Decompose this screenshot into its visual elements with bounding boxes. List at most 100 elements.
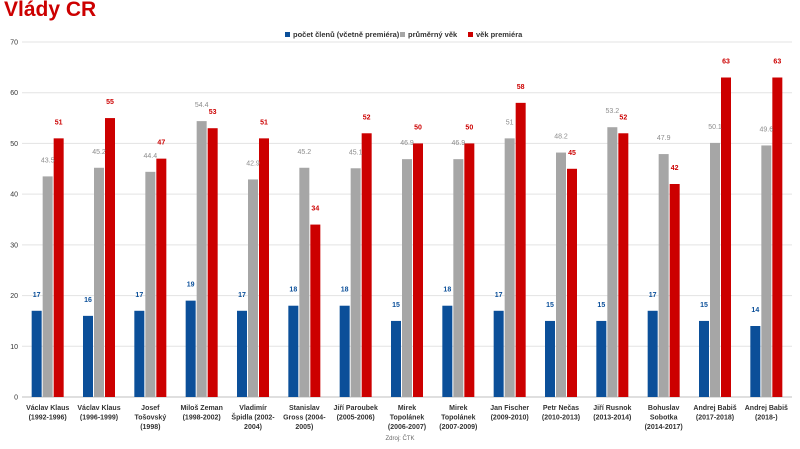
y-tick-label: 60 [10, 90, 18, 97]
data-label: 52 [619, 114, 627, 121]
x-tick-label: Petr Nečas (2010-2013) [542, 405, 580, 422]
legend-item-label[interactable]: věk premiéra [476, 30, 523, 39]
legend-item-label[interactable]: počet členů (včetně premiéra) [293, 30, 400, 39]
y-tick-label: 10 [10, 344, 18, 351]
data-label: 15 [392, 302, 400, 309]
bar-average-age-6 [299, 167, 310, 397]
x-tick-label: Jan Fischer (2009-2010) [490, 405, 529, 422]
bar-members-11 [545, 320, 555, 397]
legend-swatch [468, 32, 473, 37]
bar-average-age-9 [453, 159, 464, 397]
y-tick-label: 0 [14, 395, 18, 402]
data-label: 19 [187, 282, 195, 289]
y-axis: 0 10 20 30 40 50 60 70 [10, 40, 18, 402]
data-label: 42 [671, 165, 679, 172]
source-note: Zdroj: ČTK [385, 436, 415, 442]
x-tick-label: Andrej Babiš (2018-) [745, 405, 788, 422]
x-axis: Václav Klaus (1992-1996) Václav Klaus (1996… [26, 405, 788, 431]
data-label: 17 [33, 292, 41, 299]
bar-members-10 [493, 310, 504, 397]
bar-average-age-13 [658, 154, 669, 397]
data-label: 51 [55, 119, 63, 126]
x-tick-label: Bohuslav Sobotka (2014-2017) [645, 405, 683, 431]
bar-pm-age-4 [207, 128, 218, 397]
data-label: 18 [289, 287, 297, 294]
bar-pm-age-13 [669, 184, 680, 397]
page-title: Vlády ČR [4, 0, 97, 21]
data-label: 51 [506, 119, 514, 126]
bar-average-age-14 [710, 142, 720, 397]
x-tick-label: Stanislav Gross (2004-2005) [283, 405, 326, 431]
bar-pm-age-10 [515, 102, 526, 397]
data-label: 52 [363, 114, 371, 121]
legend-item-label[interactable]: průměrný věk [408, 30, 458, 39]
x-tick-label: Josef Tošovský (1998) [134, 405, 166, 431]
data-label: 16 [84, 297, 92, 304]
data-label: 51 [260, 119, 268, 126]
data-label: 53.2 [606, 108, 620, 115]
y-tick-label: 70 [10, 40, 18, 47]
data-label: 17 [649, 292, 657, 299]
data-label: 46.9 [452, 140, 466, 147]
legend[interactable]: počet členů (včetně premiéra) průměrný vě… [285, 30, 523, 39]
data-label: 45.1 [349, 149, 363, 156]
data-label: 44.4 [144, 153, 158, 160]
bar-members-6 [288, 305, 299, 397]
x-tick-label: Václav Klaus (1992-1996) [26, 405, 69, 422]
data-labels: 17 43.5 51 16 45.2 55 17 44.4 47 19 54.453 17 42.9 51… [33, 59, 782, 315]
data-label: 17 [238, 292, 246, 299]
bar-pm-age-1 [53, 138, 64, 397]
data-label: 15 [597, 302, 605, 309]
data-label: 58 [517, 84, 525, 91]
data-label: 46.9 [400, 140, 414, 147]
data-label: 47 [157, 140, 165, 147]
data-label: 54.4 [195, 102, 209, 109]
bar-members-15 [750, 326, 761, 397]
data-label: 45 [568, 150, 576, 157]
y-tick-label: 30 [10, 242, 18, 249]
bar-members-4 [185, 300, 196, 397]
bar-average-age-4 [196, 121, 207, 397]
x-tick-label: Jiří Rusnok (2013-2014) [593, 405, 631, 422]
bar-pm-age-15 [772, 77, 783, 397]
data-label: 48.2 [554, 134, 568, 141]
bar-pm-age-12 [618, 133, 629, 398]
data-label: 14 [751, 307, 759, 314]
bar-pm-age-3 [156, 158, 167, 397]
bar-pm-age-2 [105, 118, 115, 398]
bar-members-3 [134, 310, 145, 397]
bar-average-age-10 [504, 138, 515, 397]
data-label: 15 [546, 302, 554, 309]
bar-members-12 [596, 320, 607, 397]
data-label: 43.5 [41, 157, 55, 164]
data-label: 45.2 [92, 149, 106, 156]
data-label: 34 [311, 206, 319, 213]
data-label: 63 [722, 59, 730, 66]
data-label: 17 [135, 292, 143, 299]
bar-members-8 [391, 320, 401, 397]
bar-pm-age-6 [310, 224, 321, 397]
bar-members-5 [237, 310, 247, 397]
data-label: 50.1 [708, 124, 722, 131]
bar-pm-age-8 [413, 143, 423, 397]
x-tick-label: Václav Klaus (1996-1999) [77, 405, 120, 422]
bar-pm-age-7 [361, 133, 372, 398]
bar-average-age-2 [94, 167, 104, 397]
y-tick-label: 50 [10, 141, 18, 148]
data-label: 18 [341, 287, 349, 294]
bar-members-14 [699, 320, 709, 397]
bar-average-age-15 [761, 145, 772, 397]
data-label: 18 [443, 287, 451, 294]
x-tick-label: Vladimír Špidla (2002-2004) [231, 405, 275, 431]
legend-swatch [285, 32, 290, 37]
bar-average-age-8 [402, 159, 412, 397]
x-tick-label: Miloš Zeman (1998-2002) [180, 405, 222, 422]
data-label: 63 [773, 59, 781, 66]
bar-average-age-11 [556, 152, 566, 397]
data-label: 53 [209, 109, 217, 116]
data-label: 55 [106, 99, 114, 106]
x-tick-label: Jiří Paroubek (2005-2006) [333, 405, 377, 422]
y-tick-label: 40 [10, 192, 18, 199]
data-label: 45.2 [298, 149, 312, 156]
data-label: 49.6 [760, 126, 774, 133]
